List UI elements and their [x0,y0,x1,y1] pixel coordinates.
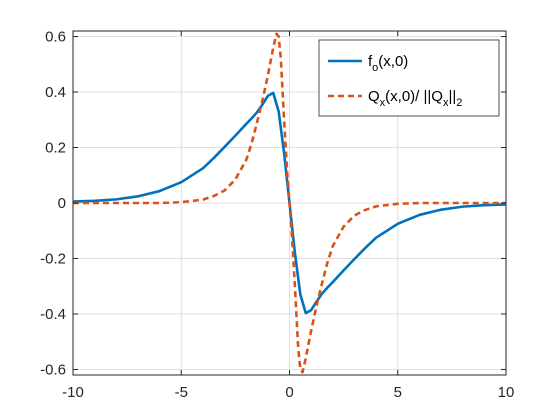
legend-label-0: fo(x,0) [368,53,408,74]
x-tick-label: 0 [285,384,293,401]
ticks [72,31,507,375]
legend: fo(x,0) Qx(x,0)/ ||Qx||2 [318,39,500,117]
y-tick-label: 0.2 [45,140,66,157]
x-tick-label: -10 [62,384,84,401]
legend-box [318,39,500,117]
y-tick-label: -0.4 [40,306,66,323]
x-tick-label: -5 [175,384,188,401]
y-tick-label: 0 [58,195,66,212]
legend-label-1: Qx(x,0)/ ||Qx||2 [368,88,462,109]
y-tick-label: 0.6 [45,29,66,46]
series-line-1 [73,32,506,374]
series-layer [72,32,507,374]
y-tick-label: -0.2 [40,250,66,267]
tick-labels: -10 -5 0 5 10 -0.6 -0.4 -0.2 0 0.2 0.4 0.6 [40,29,514,401]
x-tick-label: 10 [498,384,515,401]
x-tick-label: 5 [394,384,402,401]
y-tick-label: 0.4 [45,84,66,101]
y-tick-label: -0.6 [40,361,66,378]
